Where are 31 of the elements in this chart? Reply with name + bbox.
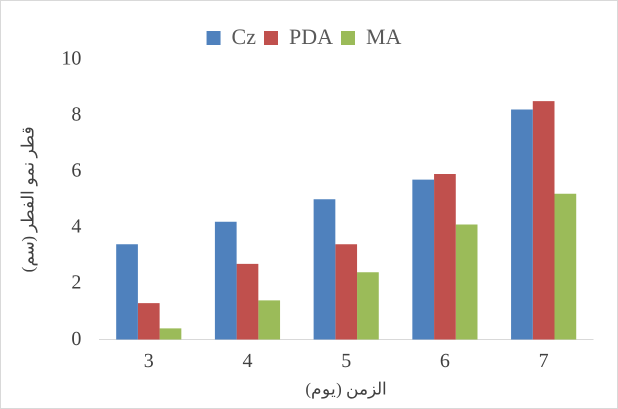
bar [236,264,258,340]
x-tick-label: 6 [440,350,450,372]
bar [258,300,280,340]
bar [138,303,160,340]
y-tick-label: 2 [71,272,82,294]
x-axis-title: الزمن (يوم) [305,379,387,400]
bar [214,222,237,340]
legend-label: PDA [288,24,334,49]
bar [116,244,138,340]
bar [335,244,358,340]
y-axis-title: قطر نمو الفطر (سم) [18,126,39,272]
bar [412,180,434,340]
y-tick-label: 8 [71,103,82,126]
y-tick-label: 4 [71,216,82,238]
bar [434,174,456,340]
bar [511,110,533,340]
bar [554,194,576,340]
x-tick-label: 3 [144,350,154,372]
x-tick-label: 4 [242,350,252,372]
bar [456,224,478,340]
legend-label: Cz [232,24,256,49]
x-tick-label: 7 [538,350,549,372]
bar [160,328,182,340]
y-tick-label: 0 [71,328,82,350]
bar [532,101,554,340]
x-tick-label: 5 [341,350,352,372]
bar [314,199,336,340]
legend-label: MA [366,24,402,49]
bar [357,272,379,340]
y-tick-label: 10 [61,47,82,70]
y-tick-label: 6 [71,159,82,182]
